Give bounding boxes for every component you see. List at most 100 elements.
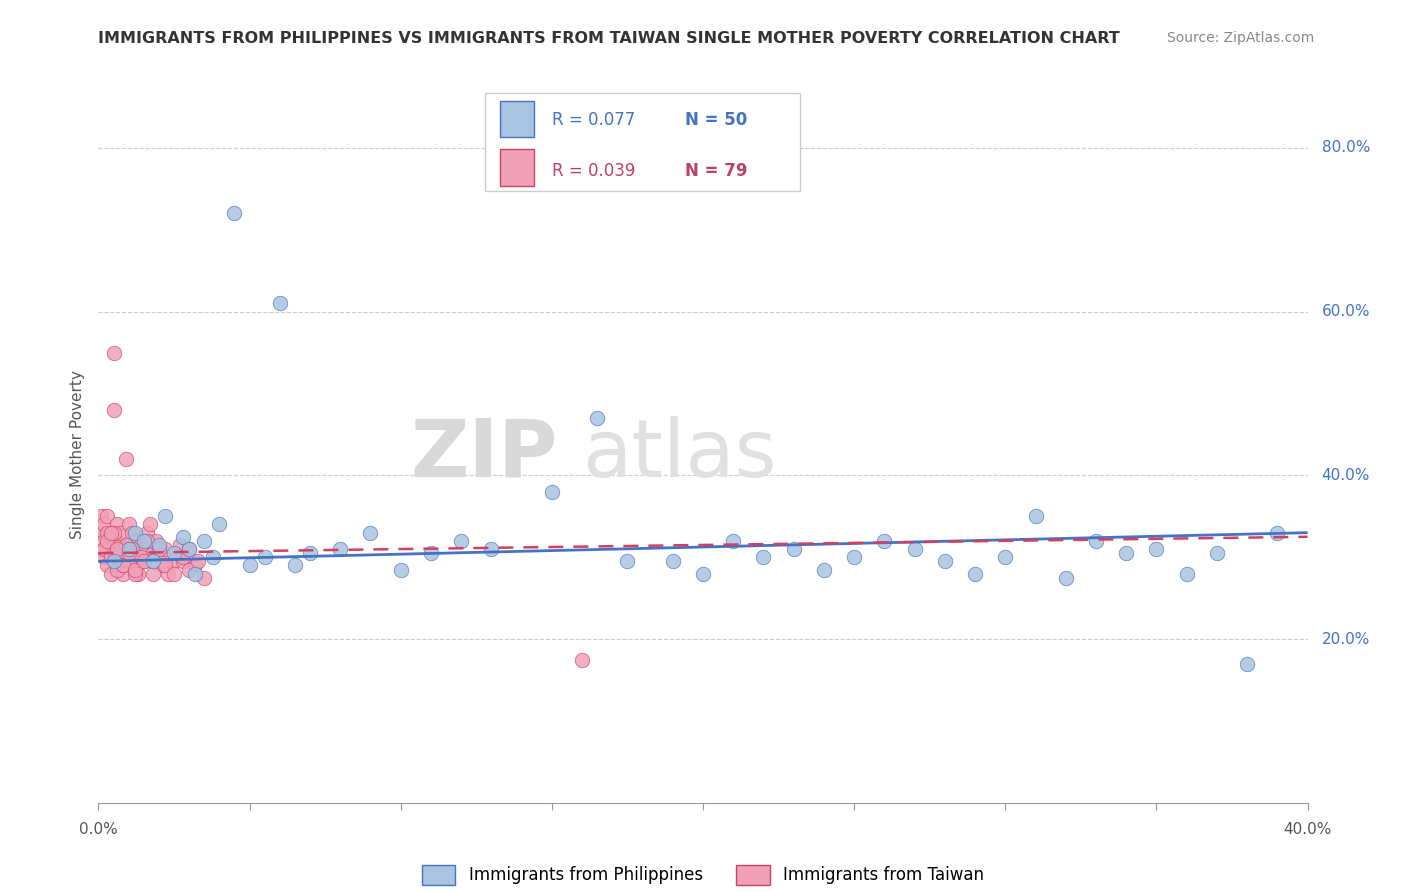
Text: N = 79: N = 79 bbox=[685, 162, 748, 180]
Point bbox=[153, 558, 176, 573]
Text: ZIP: ZIP bbox=[411, 416, 558, 494]
Point bbox=[96, 525, 118, 540]
Text: R = 0.039: R = 0.039 bbox=[551, 162, 636, 180]
Point bbox=[284, 558, 307, 573]
Point bbox=[692, 566, 714, 581]
Point bbox=[108, 525, 131, 540]
Point bbox=[177, 542, 201, 557]
Point bbox=[118, 542, 141, 557]
Point bbox=[202, 550, 225, 565]
Point bbox=[105, 542, 128, 557]
Point bbox=[873, 533, 896, 548]
Point bbox=[103, 554, 125, 568]
Point bbox=[540, 484, 562, 499]
Point bbox=[103, 542, 125, 557]
Point bbox=[108, 538, 131, 552]
Point bbox=[1206, 546, 1229, 560]
Point bbox=[721, 533, 744, 548]
Point bbox=[132, 554, 155, 568]
FancyBboxPatch shape bbox=[501, 101, 534, 137]
Point bbox=[148, 542, 170, 557]
Point bbox=[124, 525, 146, 540]
Point bbox=[184, 566, 207, 581]
Point bbox=[153, 542, 176, 557]
Text: 0.0%: 0.0% bbox=[79, 822, 118, 837]
Point bbox=[93, 533, 115, 548]
Point bbox=[105, 558, 128, 573]
Point bbox=[105, 533, 128, 548]
Point bbox=[419, 546, 441, 560]
Point bbox=[142, 546, 165, 560]
Point bbox=[121, 542, 143, 557]
Point bbox=[96, 542, 118, 557]
Point bbox=[127, 566, 149, 581]
Point bbox=[193, 533, 215, 548]
Point bbox=[187, 554, 209, 568]
Point bbox=[148, 550, 170, 565]
Point bbox=[1085, 533, 1108, 548]
Point bbox=[586, 411, 609, 425]
FancyBboxPatch shape bbox=[501, 150, 534, 186]
Point bbox=[105, 517, 128, 532]
Point bbox=[616, 554, 638, 568]
Point bbox=[124, 533, 146, 548]
Point bbox=[96, 533, 118, 548]
Point bbox=[253, 550, 276, 565]
Point bbox=[571, 652, 593, 666]
Point bbox=[132, 533, 155, 548]
Point bbox=[124, 562, 146, 576]
Point bbox=[100, 530, 122, 544]
Text: 40.0%: 40.0% bbox=[1322, 468, 1369, 483]
Point bbox=[184, 558, 207, 573]
Point bbox=[135, 533, 157, 548]
Point bbox=[111, 558, 134, 573]
Point bbox=[124, 546, 146, 560]
Point bbox=[150, 558, 173, 573]
Point bbox=[1054, 571, 1077, 585]
Point bbox=[93, 550, 115, 565]
Point bbox=[661, 554, 683, 568]
Point bbox=[114, 452, 136, 467]
Point bbox=[1144, 542, 1167, 557]
Point bbox=[193, 571, 215, 585]
Point bbox=[100, 546, 122, 560]
Point bbox=[177, 542, 201, 557]
FancyBboxPatch shape bbox=[485, 93, 800, 191]
Text: IMMIGRANTS FROM PHILIPPINES VS IMMIGRANTS FROM TAIWAN SINGLE MOTHER POVERTY CORR: IMMIGRANTS FROM PHILIPPINES VS IMMIGRANT… bbox=[98, 31, 1121, 46]
Point bbox=[118, 542, 141, 557]
Point bbox=[129, 538, 152, 552]
Point bbox=[90, 509, 112, 524]
Point bbox=[100, 525, 122, 540]
Point bbox=[105, 562, 128, 576]
Point bbox=[132, 554, 155, 568]
Point bbox=[1115, 546, 1137, 560]
Point bbox=[105, 550, 128, 565]
Point bbox=[114, 550, 136, 565]
Point bbox=[163, 546, 186, 560]
Point bbox=[450, 533, 472, 548]
Text: R = 0.077: R = 0.077 bbox=[551, 112, 636, 129]
Point bbox=[169, 538, 191, 552]
Point bbox=[208, 517, 231, 532]
Point bbox=[90, 525, 112, 540]
Point bbox=[96, 509, 118, 524]
Point bbox=[142, 566, 165, 581]
Point bbox=[145, 533, 167, 548]
Point bbox=[93, 517, 115, 532]
Point bbox=[111, 566, 134, 581]
Point bbox=[156, 566, 179, 581]
Point bbox=[224, 206, 246, 220]
Text: N = 50: N = 50 bbox=[685, 112, 747, 129]
Point bbox=[121, 554, 143, 568]
Point bbox=[329, 542, 352, 557]
Text: atlas: atlas bbox=[582, 416, 776, 494]
Point bbox=[124, 566, 146, 581]
Text: 80.0%: 80.0% bbox=[1322, 140, 1369, 155]
Point bbox=[108, 554, 131, 568]
Point bbox=[965, 566, 987, 581]
Point bbox=[1175, 566, 1198, 581]
Point bbox=[782, 542, 804, 557]
Point bbox=[163, 566, 186, 581]
Point bbox=[118, 554, 141, 568]
Point bbox=[163, 554, 186, 568]
